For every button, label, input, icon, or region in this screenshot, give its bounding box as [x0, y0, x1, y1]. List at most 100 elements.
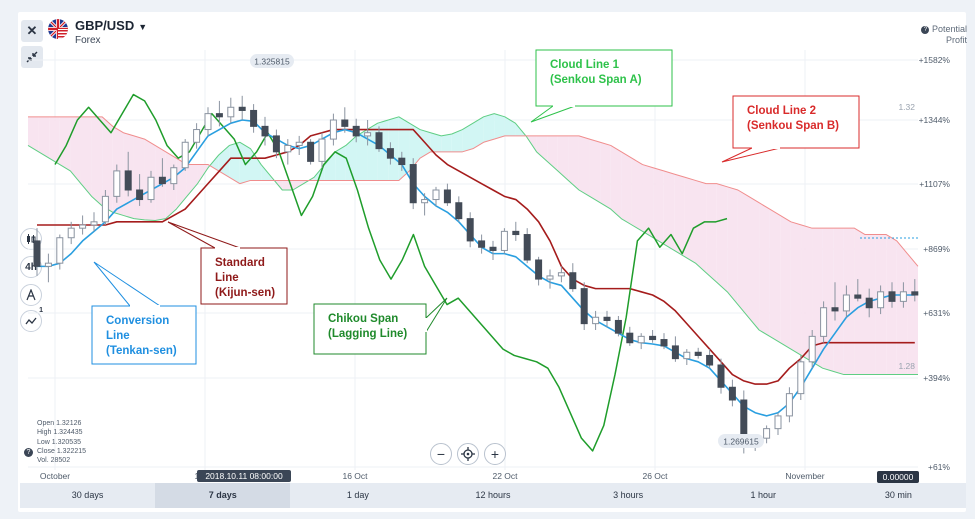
- candle-body: [33, 240, 41, 267]
- candle-body: [443, 189, 451, 204]
- zoom-out-button[interactable]: −: [430, 443, 452, 465]
- cloud-segment: [642, 164, 654, 238]
- ohlc-open: Open 1.32126: [37, 420, 82, 427]
- cloud-segment: [812, 228, 823, 369]
- candle-body: [535, 259, 543, 280]
- cloud-segment: [578, 135, 590, 197]
- callout-pointer: [721, 147, 781, 163]
- candle-body: [215, 113, 223, 118]
- candle-body: [626, 332, 634, 344]
- candle-body: [865, 297, 873, 309]
- candle-body: [56, 237, 64, 264]
- candle-body: [432, 189, 440, 201]
- candle-body: [808, 335, 816, 363]
- x-tick: November: [785, 471, 824, 481]
- callout-text: (Lagging Line): [328, 328, 407, 340]
- cloud-segment: [684, 177, 696, 264]
- candle-body: [637, 335, 645, 344]
- senkou-span-a-line: [27, 113, 918, 376]
- cloud-segment: [748, 196, 760, 330]
- callout-text: Chikou Span: [328, 313, 398, 325]
- chevron-down-icon[interactable]: ▼: [138, 22, 148, 32]
- y-tick-price: 1.28: [898, 361, 915, 371]
- candle-body: [67, 227, 75, 239]
- help-icon[interactable]: ?: [24, 448, 33, 457]
- timeframe-12-hours[interactable]: 12 hours: [475, 490, 511, 500]
- candle-body: [193, 129, 201, 143]
- zoom-in-button[interactable]: +: [484, 443, 506, 465]
- high-label-bg: [250, 54, 294, 68]
- timeframe-30-min[interactable]: 30 min: [884, 490, 912, 500]
- candle-body: [341, 119, 349, 127]
- cloud-segment: [38, 116, 50, 159]
- high-marker: 1.325815: [250, 54, 294, 68]
- x-tick: October: [40, 471, 70, 481]
- candle-body: [352, 125, 360, 137]
- cloud-segment: [610, 145, 622, 219]
- candle-body: [899, 291, 907, 302]
- candle-body: [329, 119, 337, 140]
- candle-body: [158, 176, 166, 185]
- gbp-usd-flag-icon: [48, 19, 68, 39]
- low-label-bg: [718, 434, 764, 448]
- candle-body: [717, 364, 725, 388]
- candle-body: [797, 361, 805, 395]
- cloud-segment: [547, 135, 558, 171]
- timeframe-30-days[interactable]: 30 days: [71, 490, 104, 500]
- cloud-segment: [430, 132, 442, 152]
- cloud-segment: [674, 174, 685, 257]
- crosshair-icon[interactable]: [457, 443, 479, 465]
- info-icon: ?: [921, 25, 930, 34]
- interval-label: 4h: [25, 261, 37, 273]
- y-tick-profit: +1107%: [919, 179, 950, 189]
- cloud-segment: [780, 215, 791, 350]
- candle-body: [272, 135, 280, 153]
- indicator-icon[interactable]: 1: [20, 307, 43, 332]
- cloud-segment: [854, 228, 866, 375]
- tenkan-sen-line: [37, 119, 915, 417]
- close-icon[interactable]: ✕: [21, 20, 43, 42]
- timeframe-1-day[interactable]: 1 day: [346, 490, 369, 500]
- candle-body: [569, 272, 577, 290]
- callout-3: Standard Line (Kijun-sen): [167, 221, 288, 305]
- timeframe-3-hours[interactable]: 3 hours: [613, 490, 644, 500]
- timeframe-1-hour[interactable]: 1 hour: [750, 490, 777, 500]
- candle-body: [854, 294, 862, 299]
- candle-body: [101, 195, 109, 223]
- candle-body: [774, 415, 782, 430]
- x-tick: 16 Oct: [342, 471, 368, 481]
- cloud-segment: [345, 135, 357, 181]
- callout-box: [313, 303, 427, 355]
- cloud-segment: [557, 135, 569, 181]
- cloud-segment: [80, 116, 92, 197]
- candle-body: [318, 138, 326, 162]
- y-tick-profit: +394%: [923, 373, 950, 383]
- draw-icon[interactable]: [20, 284, 42, 306]
- callout-box: [535, 49, 673, 107]
- candle-body: [911, 291, 919, 296]
- y-tick-profit: +61%: [928, 462, 950, 472]
- x-tick: 22 Oct: [492, 471, 518, 481]
- callout-pointer: [167, 221, 241, 249]
- ohlc-close: Close 1.322215: [37, 447, 87, 455]
- cloud-segment: [208, 155, 219, 171]
- callout-text: Conversion: [106, 315, 169, 327]
- timeframe-bar: 30 days 7 days 1 day 12 hours 3 hours 1 …: [20, 483, 966, 508]
- senkou-span-b-line: [28, 116, 919, 267]
- ohlc-volume: Vol. 28502: [37, 457, 71, 465]
- candle-body: [295, 141, 303, 146]
- callout-text: Line: [215, 272, 239, 284]
- candle-body: [500, 230, 508, 251]
- kijun-sen-line: [37, 128, 915, 385]
- cloud-segment: [176, 158, 187, 210]
- candle-body: [831, 307, 839, 312]
- instrument-selector[interactable]: GBP/USD ▼ Forex: [48, 18, 147, 46]
- callout-pointer: [93, 261, 162, 307]
- ohlc-high: High 1.324435: [37, 429, 83, 437]
- candle-body: [694, 351, 702, 356]
- x-tick: 26 Oct: [642, 471, 668, 481]
- timeframe-7-days[interactable]: 7 days: [155, 483, 291, 508]
- cloud-segment: [165, 151, 177, 219]
- potential-line2: Profit: [945, 35, 967, 45]
